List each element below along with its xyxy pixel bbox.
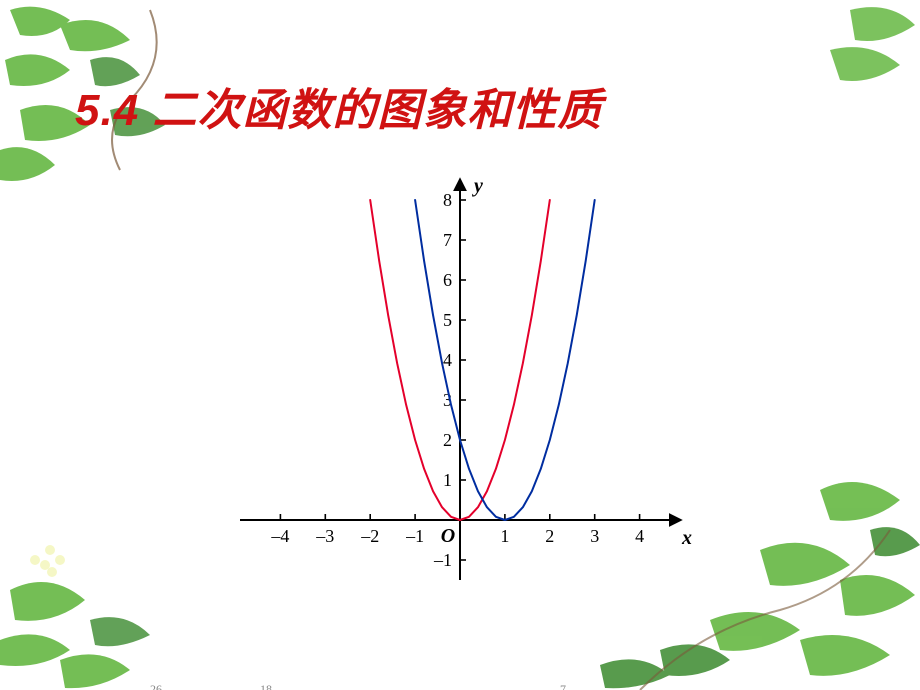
slide-title: 5.4 二次函数的图象和性质 <box>75 74 602 138</box>
page-number-2: 18 <box>260 682 272 690</box>
page-number-3: 7 <box>560 682 566 690</box>
svg-text:5: 5 <box>443 310 452 330</box>
svg-text:x: x <box>681 527 692 549</box>
svg-text:3: 3 <box>590 526 599 546</box>
svg-text:–2: –2 <box>360 526 379 546</box>
svg-text:8: 8 <box>443 190 452 210</box>
svg-text:–4: –4 <box>270 526 289 546</box>
decoration-bottom-left <box>0 510 220 690</box>
parabola-chart: –4–3–2–11234–112345678Oxy <box>220 170 700 600</box>
svg-text:O: O <box>441 525 455 547</box>
svg-text:2: 2 <box>545 526 554 546</box>
svg-text:1: 1 <box>500 526 509 546</box>
chart-svg: –4–3–2–11234–112345678Oxy <box>220 170 700 600</box>
svg-text:1: 1 <box>443 470 452 490</box>
svg-text:4: 4 <box>635 526 644 546</box>
svg-text:–1: –1 <box>433 550 452 570</box>
svg-text:6: 6 <box>443 270 452 290</box>
svg-text:y: y <box>472 175 483 197</box>
svg-text:–1: –1 <box>405 526 424 546</box>
page-number-1: 26 <box>150 682 162 690</box>
decoration-top-right <box>760 0 920 120</box>
svg-text:–3: –3 <box>315 526 334 546</box>
slide: 5.4 二次函数的图象和性质 –4–3–2–11234–112345678Oxy… <box>0 0 920 690</box>
svg-text:2: 2 <box>443 430 452 450</box>
svg-text:4: 4 <box>443 350 452 370</box>
svg-text:7: 7 <box>443 230 452 250</box>
